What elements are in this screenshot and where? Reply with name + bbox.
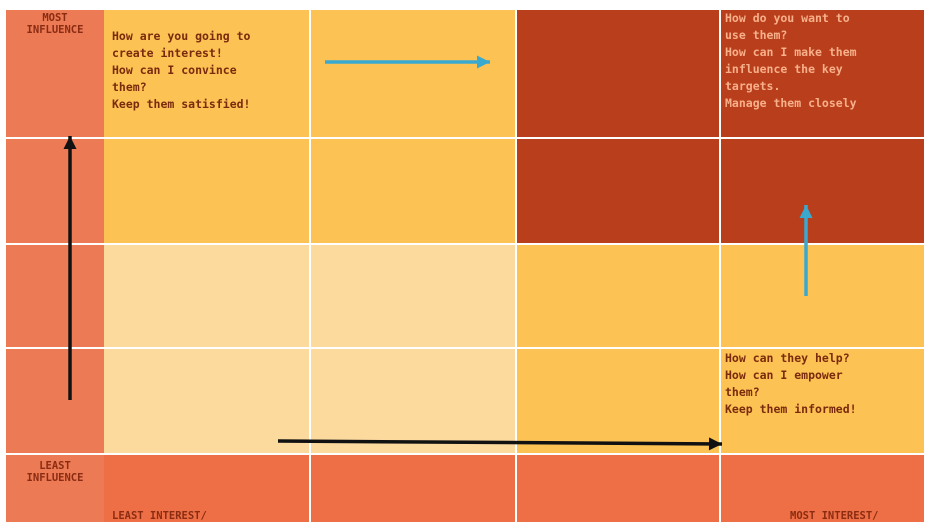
matrix-cell: [310, 348, 516, 454]
grid-line: [719, 10, 721, 522]
arrow-up-black-icon: [63, 136, 77, 400]
grid-line: [6, 243, 924, 245]
grid-line: [6, 137, 924, 139]
matrix-cell: [310, 454, 516, 522]
matrix-cell: [104, 244, 310, 348]
matrix-cell: [310, 10, 516, 138]
grid-line: [309, 10, 311, 522]
label-column: [6, 10, 104, 522]
matrix-cell: [104, 138, 310, 244]
arrow-up-blue-icon: [799, 205, 813, 296]
matrix-cell: [720, 138, 924, 244]
matrix-cell: [104, 348, 310, 454]
matrix-cell: [516, 244, 720, 348]
arrow-right-blue-icon: [325, 55, 490, 69]
least-influence-label: LEAST INFLUENCE: [26, 460, 84, 484]
matrix-cell: [516, 348, 720, 454]
matrix-cell: [104, 10, 310, 138]
grid-line: [6, 453, 924, 455]
matrix-cell: [516, 454, 720, 522]
manage-closely-text: How do you want to use them? How can I m…: [725, 11, 857, 110]
keep-satisfied-text: How are you going to create interest! Ho…: [112, 29, 251, 111]
grid-line: [515, 10, 517, 522]
most-interest-label: MOST INTEREST/: [790, 510, 879, 522]
matrix-cell: [720, 348, 924, 454]
matrix-cell: [720, 454, 924, 522]
matrix-cell: [720, 244, 924, 348]
matrix-cell: [104, 454, 310, 522]
matrix-cell: [516, 138, 720, 244]
grid-line: [6, 347, 924, 349]
arrow-right-black-icon: [277, 437, 723, 451]
matrix-cell: [310, 244, 516, 348]
matrix-cell: [720, 10, 924, 138]
keep-informed-text: How can they help? How can I empower the…: [725, 351, 857, 416]
least-interest-label: LEAST INTEREST/: [112, 510, 207, 522]
matrix-cell: [516, 10, 720, 138]
matrix-cell: [310, 138, 516, 244]
most-influence-label: MOST INFLUENCE: [26, 12, 84, 36]
